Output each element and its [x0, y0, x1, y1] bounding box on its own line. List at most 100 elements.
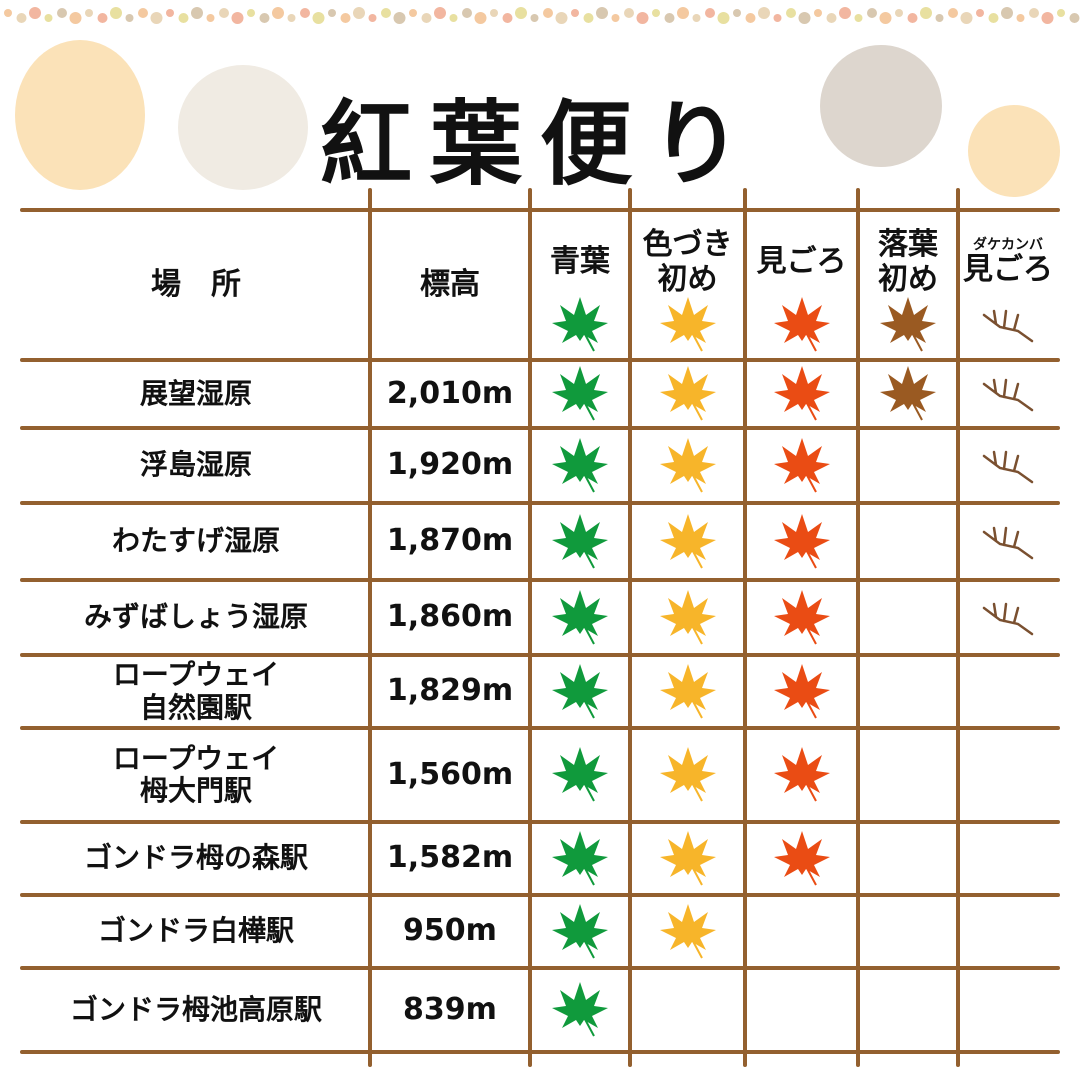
decor-dot: [786, 8, 796, 18]
decor-dot: [1041, 12, 1054, 24]
row-place: わたすげ湿原: [22, 503, 370, 580]
row-place-text: 展望湿原: [139, 376, 252, 410]
decor-circle: [820, 45, 942, 167]
page-title: 紅葉便り: [319, 91, 760, 198]
header-stage-label: 色づき 初め: [642, 227, 733, 297]
yellow-maple-leaf-icon: [659, 366, 716, 421]
decor-dot: [758, 7, 770, 19]
decor-dot: [705, 8, 715, 18]
decor-dot: [449, 14, 458, 22]
decor-dot: [907, 13, 918, 23]
decor-dot: [555, 12, 568, 24]
decor-dot: [1029, 8, 1039, 18]
header-stage: ダケカンバ 見ごろ: [958, 215, 1058, 310]
bare-twig-icon: [982, 602, 1034, 635]
decor-dot: [110, 7, 122, 19]
red-maple-leaf-icon: [773, 513, 830, 568]
decor-dot: [125, 14, 134, 22]
header-stage-label: 青葉: [550, 244, 610, 280]
yellow-maple-leaf-icon: [659, 437, 716, 492]
dot-border: [4, 7, 1080, 24]
decor-dot: [206, 14, 215, 22]
decor-dot: [69, 12, 82, 24]
decor-dot: [1069, 13, 1080, 23]
decor-dot: [409, 9, 417, 17]
decor-dot: [611, 14, 620, 22]
row-altitude: 950m: [370, 895, 530, 968]
row-altitude: 1,582m: [370, 822, 530, 895]
row-place-text: わたすげ湿原: [111, 524, 280, 558]
decor-dot: [368, 14, 377, 22]
decor-dot: [583, 13, 594, 23]
decor-dot: [895, 9, 903, 17]
row-place: 展望湿原: [22, 360, 370, 428]
row-place-text: 浮島湿原: [139, 448, 252, 482]
yellow-maple-leaf-icon: [659, 663, 716, 718]
green-maple-leaf-icon: [552, 297, 608, 352]
decor-dot: [259, 13, 270, 23]
decor-dot: [44, 14, 53, 22]
bare-twig-icon: [982, 526, 1034, 559]
decor-dot: [814, 9, 822, 17]
row-place-text: みずばしょう湿原: [83, 600, 308, 634]
row-place-text: ゴンドラ栂池高原駅: [69, 992, 322, 1026]
row-place: ゴンドラ栂池高原駅: [22, 968, 370, 1052]
row-altitude-text: 1,920m: [386, 447, 514, 483]
decor-dot: [826, 13, 837, 23]
green-maple-leaf-icon: [552, 366, 608, 421]
decor-dot: [434, 7, 446, 19]
green-maple-leaf-icon: [552, 747, 608, 802]
decor-dot: [839, 7, 851, 19]
decor-dot: [571, 9, 579, 17]
row-altitude: 839m: [370, 968, 530, 1052]
decor-dot: [462, 8, 472, 18]
red-maple-leaf-icon: [773, 297, 830, 352]
header-place-text: 場 所: [151, 266, 241, 302]
decor-dot: [191, 7, 203, 19]
row-place: ロープウェイ 栂大門駅: [22, 728, 370, 822]
header-place: 場 所: [22, 210, 370, 360]
red-maple-leaf-icon: [773, 830, 830, 885]
decor-dot: [97, 13, 108, 23]
decor-dot: [867, 8, 877, 18]
decor-dot: [879, 12, 892, 24]
decor-dot: [515, 7, 527, 19]
yellow-maple-leaf-icon: [659, 297, 716, 352]
green-maple-leaf-icon: [552, 982, 608, 1037]
brown-maple-leaf-icon: [880, 366, 936, 421]
decor-dot: [1057, 9, 1065, 17]
row-place-text: ロープウェイ 自然園駅: [112, 658, 280, 724]
header-altitude: 標高: [370, 210, 530, 360]
header-altitude-text: 標高: [420, 266, 480, 302]
decor-dot: [798, 12, 811, 24]
decor-dot: [29, 7, 41, 19]
red-maple-leaf-icon: [773, 663, 830, 718]
row-place: ゴンドラ白樺駅: [22, 895, 370, 968]
decor-dot: [745, 13, 756, 23]
row-altitude-text: 950m: [403, 913, 497, 949]
red-maple-leaf-icon: [773, 437, 830, 492]
bare-twig-icon: [982, 309, 1034, 343]
yellow-maple-leaf-icon: [659, 589, 716, 644]
decor-dot: [381, 8, 391, 18]
decor-dot: [854, 14, 863, 22]
decor-dot: [353, 7, 365, 19]
row-altitude-text: 1,860m: [386, 599, 514, 635]
header-stage-label: 見ごろ: [963, 252, 1053, 288]
decor-dot: [247, 9, 255, 17]
row-altitude: 1,860m: [370, 580, 530, 655]
row-altitude-text: 1,560m: [386, 756, 514, 792]
green-maple-leaf-icon: [552, 437, 608, 492]
decor-dot: [652, 9, 660, 17]
row-altitude: 1,560m: [370, 728, 530, 822]
decor-dot: [178, 13, 189, 23]
decor-dot: [692, 14, 701, 22]
decor-dot: [773, 14, 782, 22]
decor-dot: [300, 8, 310, 18]
decor-dot: [312, 12, 325, 24]
yellow-maple-leaf-icon: [659, 830, 716, 885]
decor-dot: [150, 12, 163, 24]
row-altitude-text: 1,829m: [386, 673, 514, 709]
row-place: ロープウェイ 自然園駅: [22, 655, 370, 728]
decor-dot: [988, 13, 999, 23]
